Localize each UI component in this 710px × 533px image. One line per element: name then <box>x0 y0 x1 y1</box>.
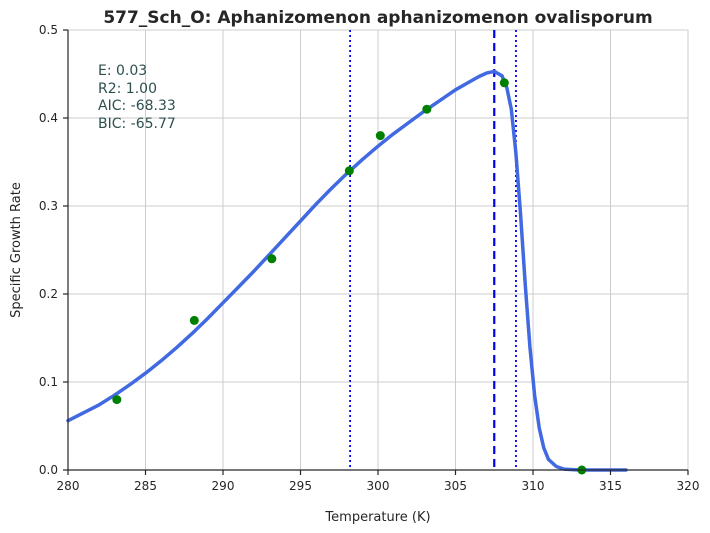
data-point <box>189 315 199 325</box>
data-point <box>112 395 122 405</box>
data-point <box>344 166 354 176</box>
fit-statistics: E: 0.03 R2: 1.00 AIC: -68.33 BIC: -65.77 <box>98 63 176 132</box>
y-tick-label: 0.3 <box>39 199 58 213</box>
stat-aic: AIC: -68.33 <box>98 98 176 114</box>
reference-lines <box>349 30 517 470</box>
x-tick-label: 295 <box>289 479 312 493</box>
y-tick-label: 0.1 <box>39 375 58 389</box>
x-tick-label: 285 <box>134 479 157 493</box>
x-tick-label: 305 <box>444 479 467 493</box>
stat-e: E: 0.03 <box>98 63 147 79</box>
x-tick-label: 290 <box>212 479 235 493</box>
observed-points-layer <box>112 78 587 475</box>
y-axis-label: Specific Growth Rate <box>9 182 24 318</box>
y-tick-label: 0.5 <box>39 23 58 37</box>
y-tick-label: 0.2 <box>39 287 58 301</box>
tick-labels: 280 285 290 295 300 305 310 315 320 0.0 0.1 0.2 0.3 0… <box>39 23 700 493</box>
stat-r2: R2: 1.00 <box>98 81 157 97</box>
chart-title: 577_Sch_O: Aphanizomenon aphanizomenon o… <box>103 8 652 28</box>
x-tick-label: 300 <box>367 479 390 493</box>
y-tick-label: 0.0 <box>39 463 58 477</box>
x-tick-label: 315 <box>599 479 622 493</box>
grid <box>67 29 689 471</box>
x-tick-label: 320 <box>677 479 700 493</box>
x-axis-label: Temperature (K) <box>324 510 430 525</box>
x-tick-label: 280 <box>57 479 80 493</box>
data-point <box>499 78 509 88</box>
data-point <box>375 131 385 141</box>
stat-bic: BIC: -65.77 <box>98 116 176 132</box>
data-point <box>422 104 432 114</box>
x-tick-label: 310 <box>522 479 545 493</box>
y-tick-label: 0.4 <box>39 111 58 125</box>
data-point <box>267 254 277 264</box>
